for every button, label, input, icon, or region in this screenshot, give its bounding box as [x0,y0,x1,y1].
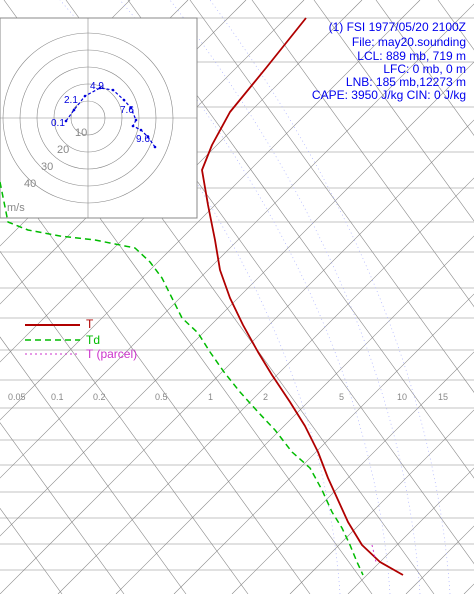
dewpoint-trace [0,181,364,576]
hodograph-point [64,119,68,123]
mixing-ratio-label: 0.2 [93,392,106,402]
info-lcl-line: LCL: 889 mb, 719 m [357,49,466,63]
isotherm-line [57,177,474,594]
isotherm-line [347,467,474,594]
info-file-line: File: may20.sounding [352,35,466,49]
info-lnb-line: LNB: 185 mb,12273 m [346,75,466,89]
hodograph-point [153,145,157,149]
mixing-ratio-label: 10 [397,392,407,402]
isotherm-line [289,409,474,594]
hodograph-point [134,118,138,122]
mixing-ratio-label: 0.1 [51,392,64,402]
isotherm-line [0,0,305,305]
sounding-info: (1) FSI 1977/05/20 2100Z File: may20.sou… [312,20,466,102]
dry-adiabat-line [313,0,474,222]
hodograph-ring-labels: 10 20 30 40 [24,127,87,190]
sounding-traces [0,17,404,576]
hodograph-point [122,98,126,102]
dry-adiabat-line [0,165,311,594]
hodograph-point-label: 0.1 [51,118,65,129]
dry-adiabat-line [0,250,249,594]
isotherm-line [231,351,474,594]
mixing-ratio-labels: 0.05 0.1 0.2 0.5 1 2 5 10 15 [8,392,448,402]
dry-adiabat-line [0,336,187,594]
legend: T Td T (parcel) [25,317,137,361]
dry-adiabat-line [251,0,474,308]
hodograph-point-label: 7.6 [120,105,134,116]
dry-adiabat-line [127,0,474,479]
mixing-ratio-label: 15 [438,392,448,402]
isotherm-line [115,235,474,594]
dry-adiabat-line [0,422,125,594]
hodograph-point [98,86,102,90]
hodograph-point-label: 4.9 [90,81,104,92]
isotherm-line [173,293,474,594]
hodograph-point-labels: 0.1 2.1 4.9 7.6 9.6 [51,81,150,145]
legend-td-label: Td [86,333,100,347]
hodograph-point [83,94,87,98]
hodograph-trace [65,87,156,148]
info-lfc-line: LFC: 0 mb, 0 m [383,62,466,76]
hodograph: 10 20 30 40 m/s 0.1 2.1 4.9 7.6 9.6 [0,17,198,219]
hodograph-ring-label: 40 [24,178,36,190]
hodograph-ring-label: 30 [41,161,53,173]
hodograph-point [111,88,115,92]
hodograph-point-label: 2.1 [64,95,78,106]
info-station-line: (1) FSI 1977/05/20 2100Z [329,20,466,34]
hodograph-unit-label: m/s [7,202,25,214]
mixing-ratio-label: 2 [263,392,268,402]
mixing-ratio-curve [209,0,451,594]
mixing-ratio-label: 0.5 [155,392,168,402]
hodograph-points [64,86,157,149]
info-cape-line: CAPE: 3950 J/kg CIN: 0 J/kg [312,88,466,102]
mixing-ratio-curve [59,0,341,594]
hodograph-point-label: 9.6 [136,134,150,145]
legend-t-label: T [86,317,94,331]
hodograph-ring-label: 20 [57,144,69,156]
mixing-ratio-label: 5 [339,392,344,402]
isotherm-line [0,0,421,421]
isotherm-line [0,0,363,363]
hodograph-point [131,124,135,128]
dry-adiabat-line [189,0,474,393]
hodograph-rings [0,18,197,218]
hodograph-point [129,106,133,110]
mixing-ratio-label: 1 [208,392,213,402]
hodograph-point [146,135,150,139]
mixing-ratio-label: 0.05 [8,392,26,402]
hodograph-ring-label: 10 [75,127,87,139]
hodograph-point [139,128,143,132]
temperature-trace [201,17,404,576]
legend-parcel-label: T (parcel) [86,347,137,361]
hodograph-point [72,108,76,112]
dry-adiabat-line [375,0,474,136]
